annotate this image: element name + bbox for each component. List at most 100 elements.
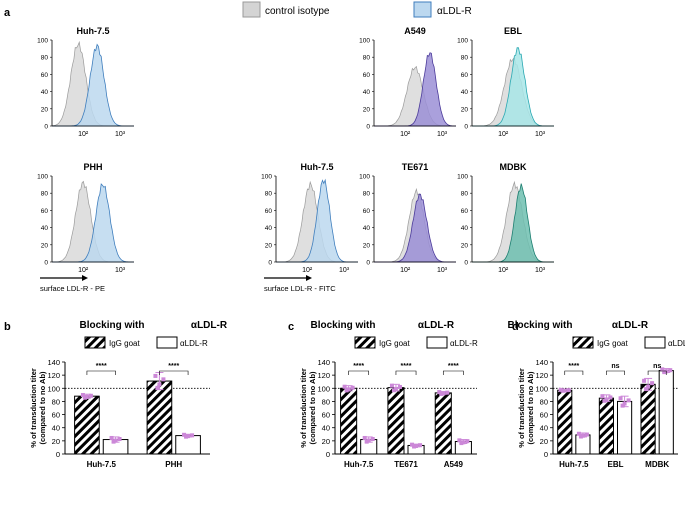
data-point — [445, 391, 449, 395]
histogram-y-tick-label: 100 — [261, 174, 272, 181]
significance-bracket — [159, 371, 188, 375]
histogram-y-tick-label: 100 — [457, 38, 468, 45]
significance-bracket — [87, 371, 116, 375]
y-tick-label: 40 — [322, 424, 330, 433]
histogram-y-tick-label: 20 — [461, 106, 469, 113]
histogram-y-tick-label: 100 — [37, 174, 48, 181]
histogram-axis-label: surface LDL-R - PE — [40, 284, 105, 293]
histogram-y-tick-label: 0 — [268, 260, 272, 267]
control-isotype-histogram — [374, 67, 456, 127]
axis-arrow-head — [306, 275, 312, 281]
legend-control-label: control isotype — [265, 6, 330, 17]
significance-bracket — [396, 371, 416, 375]
histogram-y-tick-label: 0 — [366, 124, 370, 131]
histogram-y-tick-label: 60 — [461, 208, 469, 215]
significance-bracket — [606, 371, 624, 375]
y-tick-label: 140 — [317, 358, 330, 367]
histogram-y-tick-label: 0 — [44, 260, 48, 267]
legend-igg-swatch — [355, 337, 375, 348]
legend-anti-label: αLDL-R — [450, 339, 478, 348]
histogram-y-tick-label: 80 — [41, 55, 49, 62]
significance-label: **** — [448, 363, 459, 370]
legend-anti-label: αLDL-R — [437, 6, 472, 17]
histogram-x-tick-label: 10² — [498, 267, 509, 274]
category-label: A549 — [444, 460, 464, 469]
axis-arrow-head — [82, 275, 88, 281]
data-point — [89, 394, 93, 398]
data-point — [412, 445, 416, 449]
histogram-y-tick-label: 60 — [41, 72, 49, 79]
histogram-y-tick-label: 100 — [359, 174, 370, 181]
y-tick-label: 120 — [47, 371, 60, 380]
histogram-y-tick-label: 60 — [265, 208, 273, 215]
histogram-title: PHH — [83, 162, 102, 172]
histogram-y-tick-label: 60 — [41, 208, 49, 215]
data-point — [439, 392, 443, 396]
histogram-x-tick-label: 10² — [302, 267, 313, 274]
category-label: Huh-7.5 — [344, 460, 374, 469]
data-point — [465, 439, 469, 443]
y-tick-label: 20 — [52, 437, 60, 446]
data-point — [668, 368, 672, 372]
histogram-y-tick-label: 40 — [41, 225, 49, 232]
category-label: PHH — [165, 460, 182, 469]
chart-title-right: αLDL-R — [612, 320, 649, 331]
bar-igg — [558, 390, 572, 454]
histogram-y-tick-label: 80 — [41, 191, 49, 198]
significance-label: **** — [353, 363, 364, 370]
histogram-y-tick-label: 40 — [41, 89, 49, 96]
histogram-title: Huh-7.5 — [76, 26, 109, 36]
data-point — [398, 385, 402, 389]
legend-igg-label: IgG goat — [109, 339, 140, 348]
histogram-y-tick-label: 40 — [461, 225, 469, 232]
data-point — [561, 389, 565, 393]
y-tick-label: 120 — [535, 371, 548, 380]
histogram-y-tick-label: 60 — [363, 72, 371, 79]
y-axis-label: % of transduction titer — [517, 368, 526, 448]
data-point — [363, 436, 367, 440]
data-point — [418, 443, 422, 447]
data-point — [390, 384, 394, 388]
bar-igg — [641, 384, 655, 454]
y-tick-label: 0 — [326, 450, 330, 459]
histogram-title: MDBK — [500, 162, 527, 172]
histogram-x-tick-label: 10³ — [535, 267, 546, 274]
data-point — [642, 379, 646, 383]
bar-igg — [75, 396, 100, 454]
data-point — [118, 437, 122, 441]
legend-anti-swatch — [427, 337, 447, 348]
y-tick-label: 140 — [47, 358, 60, 367]
y-tick-label: 100 — [535, 384, 548, 393]
y-tick-label: 80 — [540, 397, 548, 406]
data-point — [190, 433, 194, 437]
data-point — [608, 395, 612, 399]
legend-igg-label: IgG goat — [597, 339, 628, 348]
legend-anti-swatch — [414, 2, 431, 17]
data-point — [459, 441, 463, 445]
legend-control-swatch — [243, 2, 260, 17]
histogram-x-tick-label: 10³ — [437, 267, 448, 274]
histogram-y-tick-label: 40 — [265, 225, 273, 232]
bar-igg — [599, 398, 613, 454]
legend-anti-swatch — [645, 337, 665, 348]
histogram-y-tick-label: 20 — [265, 242, 273, 249]
histogram-y-tick-label: 100 — [457, 174, 468, 181]
histogram-x-tick-label: 10² — [400, 267, 411, 274]
category-label: TE671 — [394, 460, 418, 469]
bar-anti-ldlr — [659, 371, 673, 454]
histogram-x-tick-label: 10² — [498, 131, 509, 138]
y-axis-label: % of transduction titer — [29, 368, 38, 448]
histogram-y-tick-label: 20 — [41, 106, 49, 113]
histogram-y-tick-label: 20 — [41, 242, 49, 249]
data-point — [627, 398, 631, 402]
y-tick-label: 60 — [52, 411, 60, 420]
histogram-x-tick-label: 10³ — [115, 267, 126, 274]
histogram-axis-label: surface LDL-R - FITC — [264, 284, 336, 293]
y-tick-label: 20 — [540, 437, 548, 446]
y-tick-label: 80 — [322, 397, 330, 406]
histogram-title: A549 — [404, 26, 426, 36]
